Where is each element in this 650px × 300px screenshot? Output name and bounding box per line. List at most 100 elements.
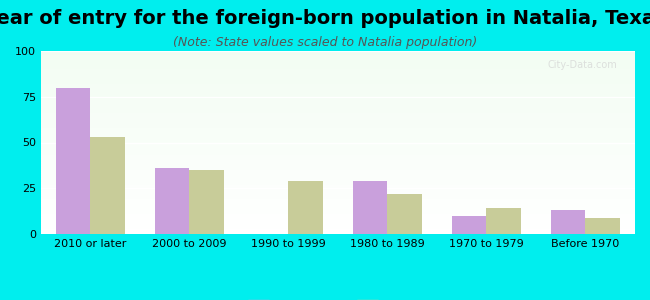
Bar [41,117,635,119]
Bar [41,111,635,113]
Bar [41,110,635,111]
Bar [41,75,635,76]
Bar [41,115,635,117]
Bar [41,163,635,164]
Bar [486,208,521,234]
Bar [41,183,635,184]
Bar [41,194,635,196]
Bar [41,219,635,221]
Bar [41,218,635,219]
Bar [41,104,635,106]
Bar [41,199,635,201]
Bar [41,108,635,109]
Bar [41,206,635,208]
Bar [41,84,635,86]
Bar [41,102,635,104]
Bar [551,210,586,234]
Bar [41,210,635,212]
Bar [41,142,635,144]
Legend: Natalia, Texas: Natalia, Texas [242,294,434,300]
Bar [41,154,635,155]
Bar [41,216,635,218]
Bar [41,177,635,179]
Bar [586,218,620,234]
Bar [41,161,635,163]
Bar [41,212,635,214]
Bar [41,89,635,91]
Bar [41,73,635,75]
Bar [41,232,635,234]
Bar [41,71,635,73]
Bar [41,186,635,188]
Bar [41,205,635,206]
Bar [41,119,635,121]
Bar [41,141,635,142]
Bar [41,179,635,181]
Bar [41,192,635,194]
Bar [41,53,635,55]
Bar [41,55,635,56]
Bar [41,166,635,168]
Bar [41,64,635,66]
Bar [41,203,635,205]
Bar [41,152,635,154]
Bar [41,155,635,157]
Bar [41,150,635,152]
Bar [41,174,635,176]
Bar [41,168,635,170]
Bar [41,164,635,166]
Bar [41,196,635,197]
Bar [41,82,635,84]
Bar [41,214,635,216]
Bar [41,172,635,174]
Bar [90,137,125,234]
Bar [41,176,635,177]
Bar [41,51,635,53]
Bar [41,137,635,139]
Bar [56,88,90,234]
Bar [41,135,635,137]
Bar [41,126,635,128]
Bar [41,159,635,161]
Bar [41,144,635,146]
Text: Year of entry for the foreign-born population in Natalia, Texas: Year of entry for the foreign-born popul… [0,9,650,28]
Bar [41,148,635,150]
Bar [41,223,635,225]
Bar [289,181,323,234]
Bar [452,216,486,234]
Bar [41,229,635,230]
Bar [41,201,635,203]
Bar [41,133,635,135]
Bar [41,181,635,183]
Bar [41,225,635,227]
Bar [41,122,635,124]
Bar [41,139,635,141]
Bar [41,190,635,192]
Bar [41,227,635,229]
Bar [41,184,635,186]
Bar [387,194,422,234]
Bar [41,76,635,78]
Bar [41,66,635,68]
Bar [41,93,635,95]
Bar [41,56,635,58]
Bar [41,221,635,223]
Bar [41,113,635,115]
Bar [41,58,635,60]
Bar [41,91,635,93]
Bar [41,69,635,71]
Bar [41,130,635,131]
Bar [41,88,635,89]
Bar [41,170,635,172]
Bar [41,208,635,210]
Bar [155,168,189,234]
Bar [41,106,635,108]
Bar [41,99,635,100]
Bar [41,78,635,80]
Bar [41,146,635,148]
Text: City-Data.com: City-Data.com [547,60,618,70]
Text: (Note: State values scaled to Natalia population): (Note: State values scaled to Natalia po… [173,36,477,49]
Bar [41,68,635,69]
Bar [189,170,224,234]
Bar [41,60,635,62]
